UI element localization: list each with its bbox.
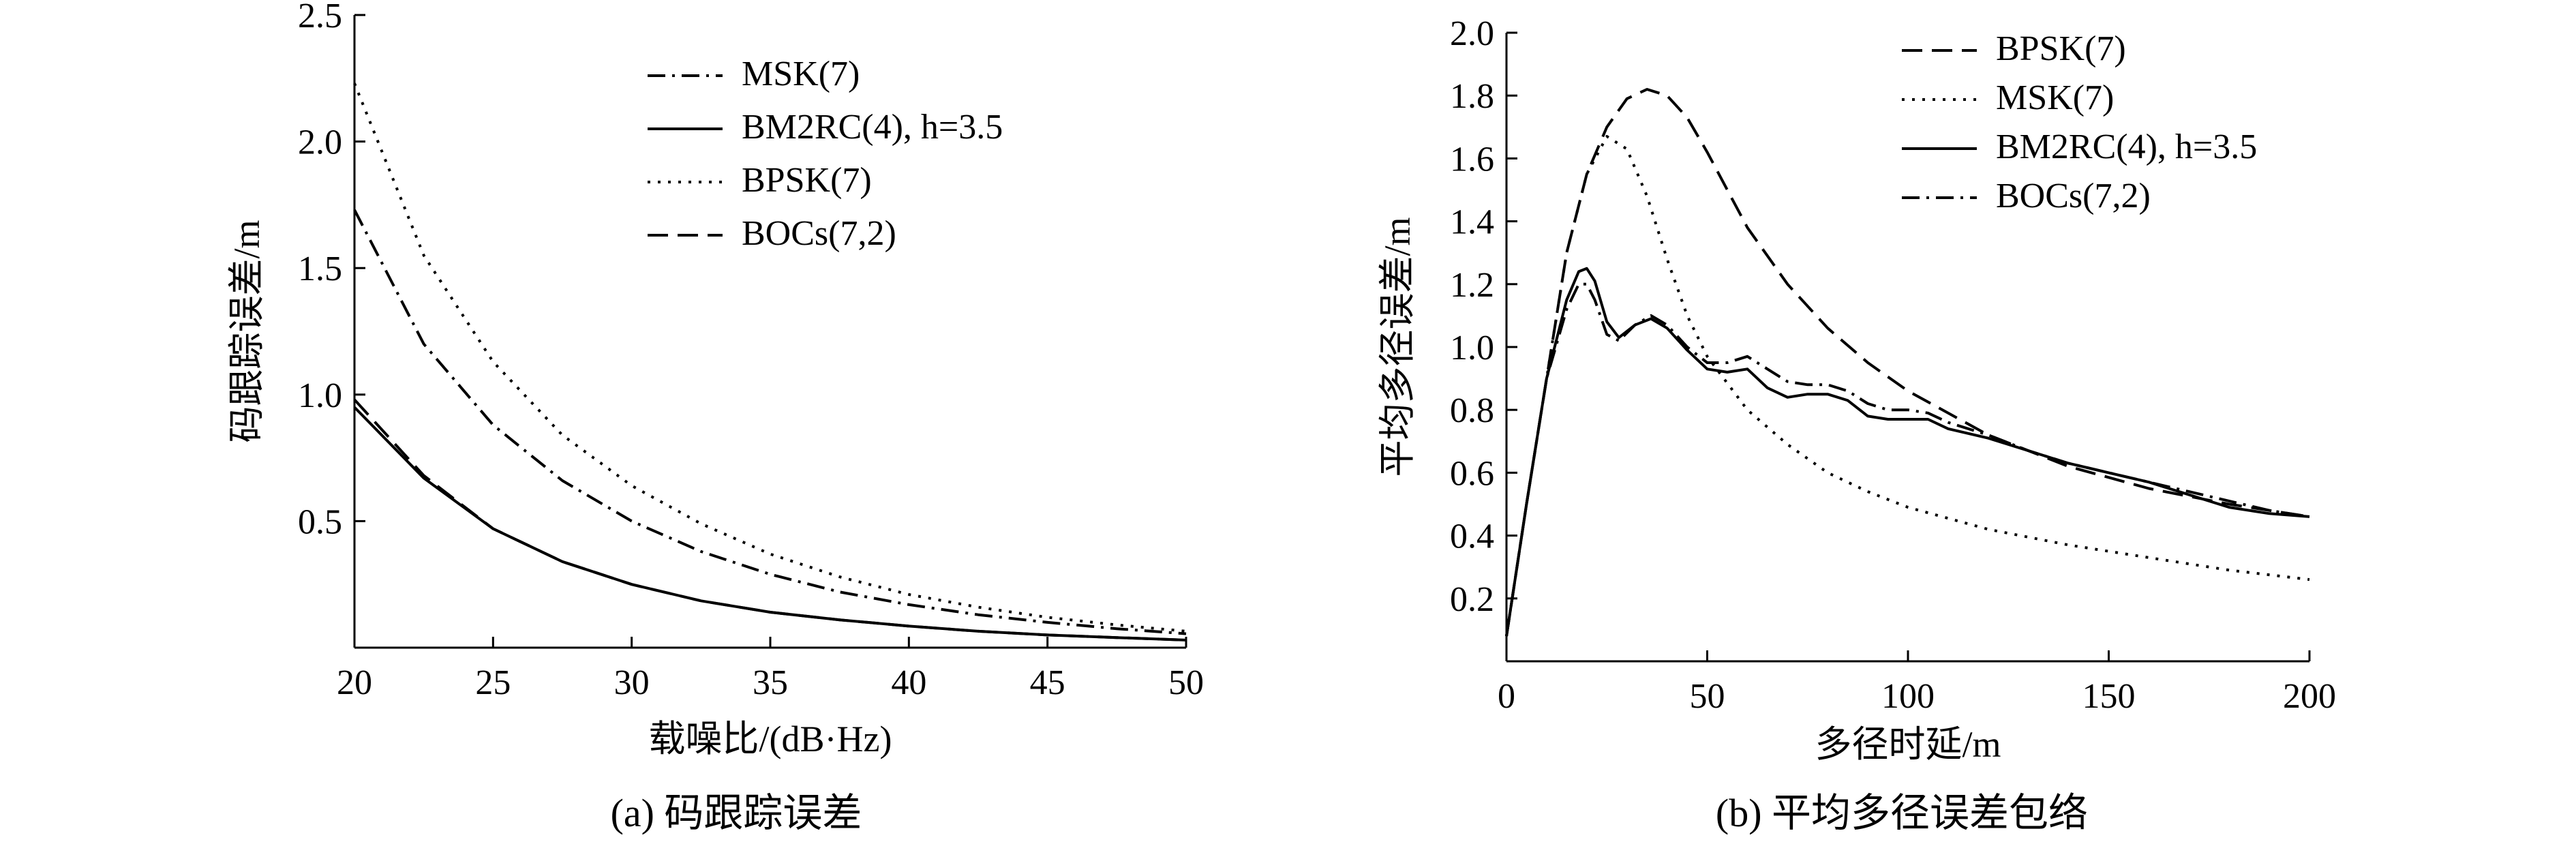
y-tick-label: 0.6: [1450, 454, 1494, 493]
y-tick-label: 1.0: [1450, 329, 1494, 367]
series-line-1: [1505, 88, 2310, 637]
y-axis-label: 码跟踪误差/m: [226, 220, 267, 442]
y-tick-label: 1.5: [298, 250, 342, 288]
y-tick-label: 2.5: [298, 0, 342, 35]
x-tick-label: 20: [337, 663, 372, 702]
x-axis-label: 多径时延/m: [1815, 724, 2001, 765]
x-tick-label: 30: [614, 663, 650, 702]
chart-panel-b: 0 50 100 150 200 0.2 0.4 0.6 0.8 1.0 1.2 1.4 1.6 1.8 2…: [1377, 14, 2336, 835]
legend-label: BPSK(7): [1996, 29, 2126, 68]
chart-caption: (b) 平均多径误差包络: [1716, 791, 2088, 835]
series-line-3: [1505, 267, 2310, 637]
legend-label: BM2RC(4), h=3.5: [742, 108, 1003, 147]
series-line-2: [1505, 135, 2310, 637]
x-axis-label: 载噪比/(dB·Hz): [649, 719, 892, 759]
x-tick-label: 35: [753, 663, 788, 702]
x-tick-label: 50: [1168, 663, 1204, 702]
legend: BPSK(7) MSK(7) BM2RC(4), h=3.5 BOCs(7,2): [1902, 29, 2257, 215]
y-tick-label: 1.6: [1450, 140, 1494, 179]
y-tick-label: 1.2: [1450, 266, 1494, 305]
y-tick-label: 0.8: [1450, 391, 1494, 430]
y-tick-label: 2.0: [1450, 14, 1494, 53]
legend: MSK(7) BM2RC(4), h=3.5 BPSK(7) BOCs(7,2): [648, 55, 1003, 253]
y-tick-label: 0.2: [1450, 580, 1494, 619]
legend-label: BM2RC(4), h=3.5: [1996, 127, 2257, 166]
x-tick-label: 40: [891, 663, 926, 702]
y-tick-label: 0.5: [298, 502, 342, 541]
y-axis-label: 平均多径误差/m: [1377, 217, 1418, 477]
x-tick-label: 0: [1498, 677, 1515, 716]
y-tick-label: 1.8: [1450, 77, 1494, 116]
y-tick-label: 1.0: [298, 376, 342, 415]
series-line-4: [353, 398, 1187, 642]
chart-caption: (a) 码跟踪误差: [611, 791, 862, 835]
x-tick-label: 25: [475, 663, 511, 702]
x-tick-label: 50: [1690, 677, 1725, 716]
legend-label: BOCs(7,2): [742, 214, 896, 253]
series-line-1: [353, 209, 1187, 635]
y-tick-label: 0.4: [1450, 517, 1494, 556]
y-tick-label: 2.0: [298, 123, 342, 162]
x-tick-label: 45: [1030, 663, 1065, 702]
legend-label: BPSK(7): [742, 161, 872, 200]
series-line-2: [353, 406, 1187, 642]
x-tick-label: 100: [1881, 677, 1935, 716]
legend-label: MSK(7): [742, 55, 860, 93]
x-tick-label: 200: [2283, 677, 2336, 716]
legend-label: MSK(7): [1996, 78, 2114, 117]
series-line-4: [1505, 282, 2310, 637]
x-tick-label: 150: [2082, 677, 2136, 716]
chart-panel-a: 20 25 30 35 40 45 50 0.5 1.0 1.5 2.0 2.5 载噪比/(dB·Hz)…: [226, 0, 1204, 835]
legend-label: BOCs(7,2): [1996, 177, 2151, 215]
y-tick-label: 1.4: [1450, 203, 1494, 242]
